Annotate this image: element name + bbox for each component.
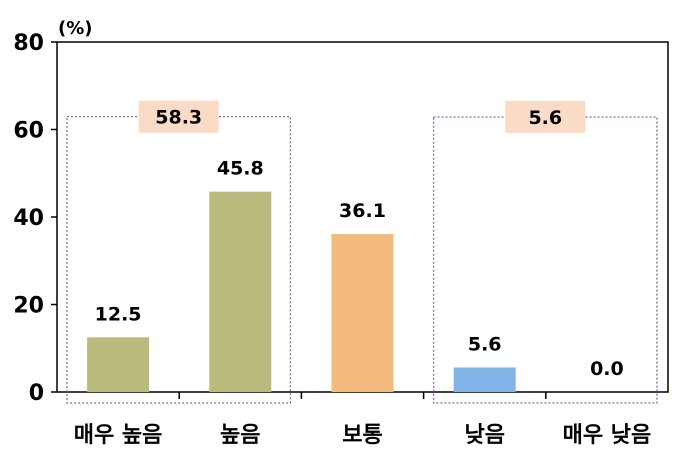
x-category-label: 보통 — [342, 423, 382, 448]
bar-value-label: 5.6 — [468, 334, 502, 356]
bar — [209, 191, 272, 392]
bar — [87, 337, 150, 392]
x-category-label: 낮음 — [464, 423, 504, 448]
group-box — [432, 116, 658, 404]
group-label-bg — [505, 101, 586, 133]
group-total-label: 58.3 — [155, 107, 202, 129]
bar-value-label: 45.8 — [217, 158, 264, 180]
bar — [453, 367, 516, 392]
bar-value-label: 12.5 — [95, 303, 142, 325]
y-tick-label: 0 — [29, 381, 44, 406]
y-tick-label: 20 — [13, 294, 44, 319]
y-axis-unit: (%) — [58, 18, 93, 39]
x-category-label: 매우 낮음 — [563, 423, 652, 448]
y-tick-label: 60 — [13, 119, 44, 144]
bar — [331, 234, 394, 392]
group-box — [66, 115, 292, 404]
x-category-label: 높음 — [220, 423, 260, 448]
y-tick-label: 40 — [13, 206, 44, 231]
group-label-bg — [138, 100, 219, 133]
group-total-label: 5.6 — [528, 107, 562, 129]
bar-value-label: 0.0 — [590, 358, 624, 380]
bar-value-label: 36.1 — [339, 200, 386, 222]
x-category-label: 매우 높음 — [74, 423, 163, 448]
y-tick-label: 80 — [13, 31, 44, 56]
